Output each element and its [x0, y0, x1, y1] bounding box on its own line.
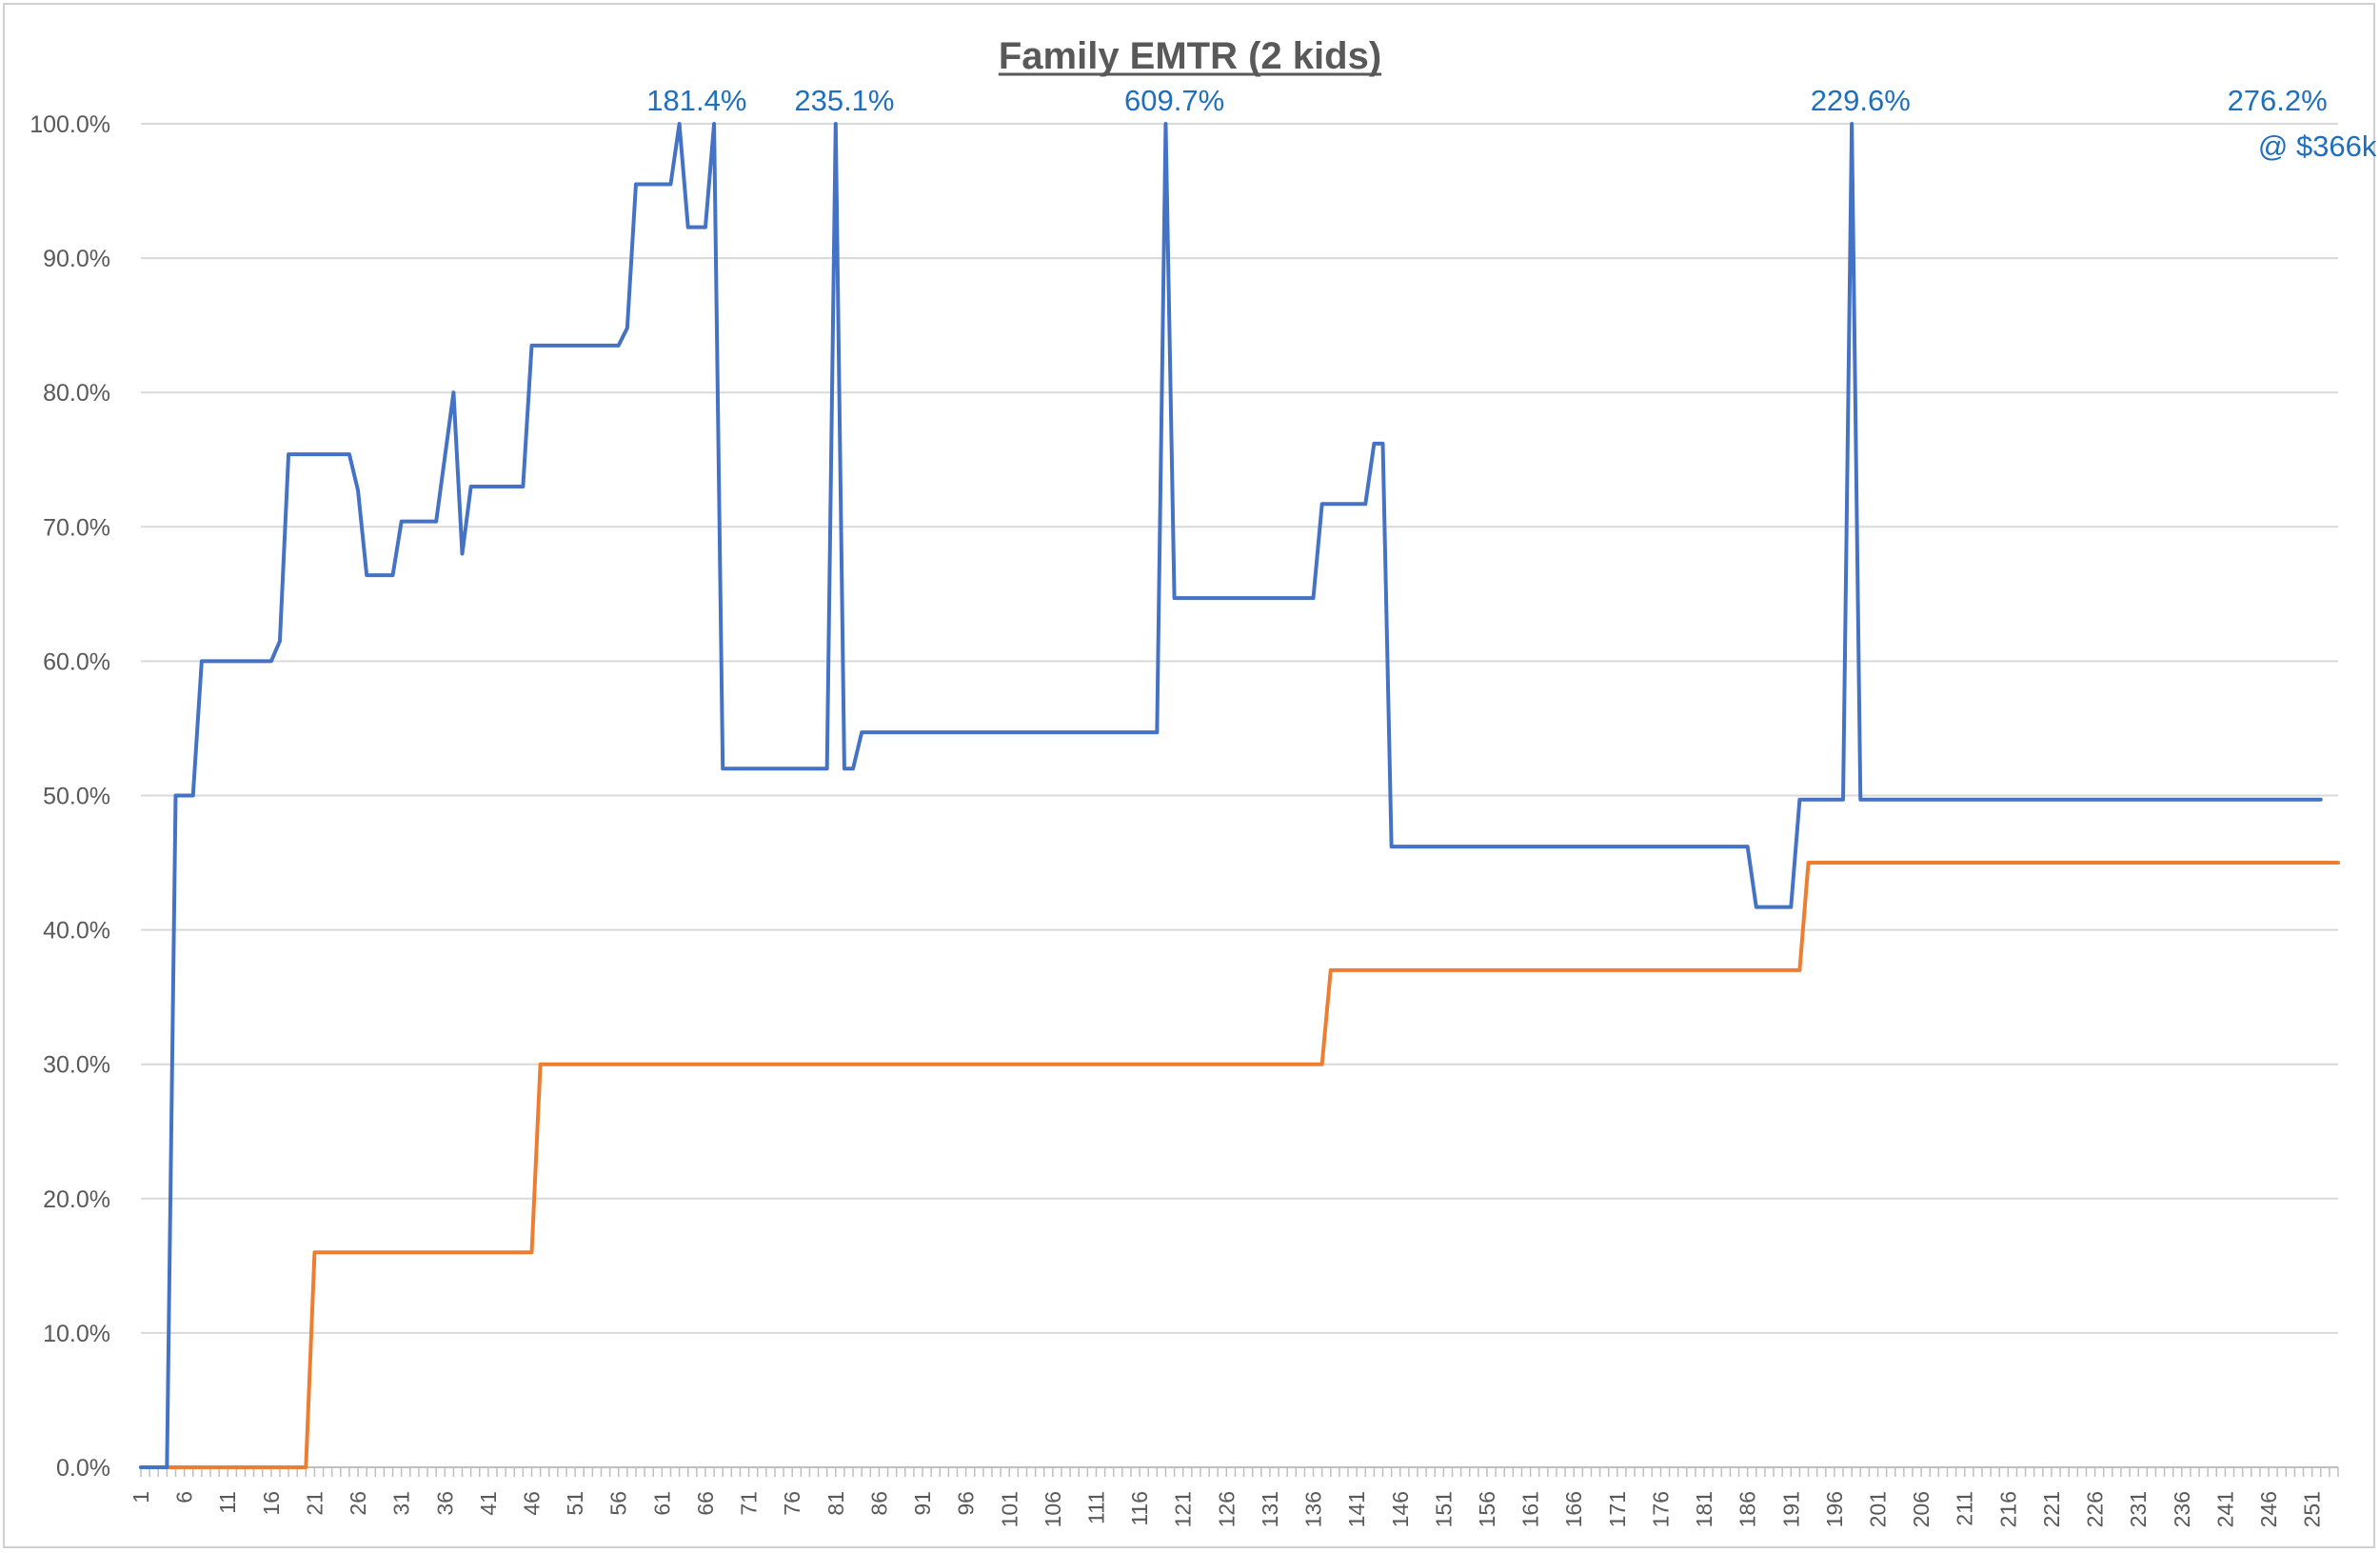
x-tick-label: 6 [172, 1491, 197, 1503]
x-tick-label: 31 [389, 1491, 414, 1516]
x-tick-label: 126 [1214, 1491, 1239, 1527]
x-tick-label: 221 [2039, 1491, 2064, 1527]
emtr-orange-line [156, 861, 2340, 1469]
x-tick-label: 226 [2083, 1491, 2108, 1527]
x-tick-label: 131 [1258, 1491, 1282, 1527]
x-tick-label: 106 [1041, 1491, 1065, 1527]
emtr-blue-line [139, 122, 2323, 1469]
peak-annotation: 229.6% [1811, 84, 1911, 117]
annotations: 181.4% 235.1% 609.7% 229.6% 276.2% @ $366k [646, 84, 2377, 163]
x-tick-label: 161 [1518, 1491, 1543, 1527]
y-tick-label: 20.0% [43, 1186, 110, 1213]
x-tick-label: 236 [2170, 1491, 2194, 1527]
peak-annotation: 609.7% [1124, 84, 1224, 117]
x-tick-label: 81 [823, 1491, 848, 1516]
y-axis-ticks: 0.0% 10.0% 20.0% 30.0% 40.0% 50.0% 60.0% 70.0% 8… [30, 111, 110, 1482]
x-tick-label: 146 [1388, 1491, 1413, 1527]
x-tick-label: 216 [1995, 1491, 2020, 1527]
peak-annotation: 276.2% [2228, 84, 2328, 117]
x-tick-label: 76 [780, 1491, 804, 1516]
x-tick-label: 201 [1866, 1491, 1891, 1527]
y-tick-label: 90.0% [43, 246, 110, 272]
y-tick-label: 0.0% [56, 1455, 110, 1482]
x-tick-label: 166 [1561, 1491, 1586, 1527]
x-tick-label: 61 [649, 1491, 674, 1516]
y-tick-label: 60.0% [43, 648, 110, 675]
y-tick-label: 10.0% [43, 1321, 110, 1347]
x-tick-label: 116 [1127, 1491, 1152, 1526]
x-tick-label: 141 [1344, 1491, 1369, 1527]
peak-annotation-income: @ $366k [2258, 129, 2377, 163]
y-tick-label: 40.0% [43, 918, 110, 945]
x-tick-label: 156 [1475, 1491, 1499, 1527]
x-tick-label: 1 [129, 1491, 153, 1503]
y-tick-label: 70.0% [43, 514, 110, 541]
x-tick-label: 66 [693, 1491, 718, 1516]
x-tick-label: 191 [1778, 1491, 1803, 1527]
x-tick-label: 196 [1822, 1491, 1847, 1527]
x-tick-label: 101 [997, 1491, 1021, 1527]
x-tick-label: 41 [476, 1491, 501, 1516]
x-tick-label: 121 [1171, 1491, 1196, 1527]
x-tick-label: 56 [606, 1491, 631, 1516]
x-tick-label: 86 [866, 1491, 891, 1516]
x-tick-label: 246 [2256, 1491, 2281, 1527]
x-axis-ticks: 1 6 11 16 21 26 31 36 41 46 51 56 61 66 71 76 81 86 91 96 10… [129, 1467, 2339, 1527]
x-tick-label: 251 [2300, 1491, 2325, 1527]
x-tick-label: 21 [302, 1491, 327, 1516]
chart-frame [3, 3, 2375, 1548]
y-tick-label: 50.0% [43, 784, 110, 810]
x-tick-label: 26 [346, 1491, 370, 1516]
peak-annotation: 181.4% [646, 84, 746, 117]
x-tick-label: 151 [1431, 1491, 1456, 1527]
x-tick-label: 186 [1735, 1491, 1760, 1527]
x-tick-label: 176 [1648, 1491, 1673, 1527]
chart-title: Family EMTR (2 kids) [999, 35, 1381, 77]
x-tick-label: 16 [259, 1491, 284, 1516]
y-tick-label: 80.0% [43, 380, 110, 407]
x-tick-label: 11 [215, 1491, 240, 1514]
series-layer [139, 122, 2340, 1469]
x-tick-label: 111 [1083, 1491, 1108, 1524]
x-tick-label: 136 [1301, 1491, 1326, 1527]
x-tick-label: 171 [1605, 1491, 1630, 1527]
x-tick-label: 211 [1953, 1491, 1977, 1526]
gridlines [141, 123, 2338, 1468]
x-tick-label: 96 [954, 1491, 979, 1516]
x-tick-label: 231 [2126, 1491, 2151, 1527]
x-tick-label: 181 [1692, 1491, 1716, 1527]
x-tick-label: 36 [432, 1491, 457, 1516]
y-tick-label: 100.0% [30, 111, 110, 138]
x-tick-label: 206 [1909, 1491, 1934, 1527]
peak-annotation: 235.1% [794, 84, 894, 117]
x-tick-label: 46 [520, 1491, 545, 1516]
x-tick-label: 91 [910, 1491, 935, 1516]
x-tick-label: 51 [563, 1491, 587, 1516]
x-tick-label: 71 [737, 1491, 762, 1516]
x-tick-label: 241 [2212, 1491, 2237, 1527]
y-tick-label: 30.0% [43, 1052, 110, 1079]
